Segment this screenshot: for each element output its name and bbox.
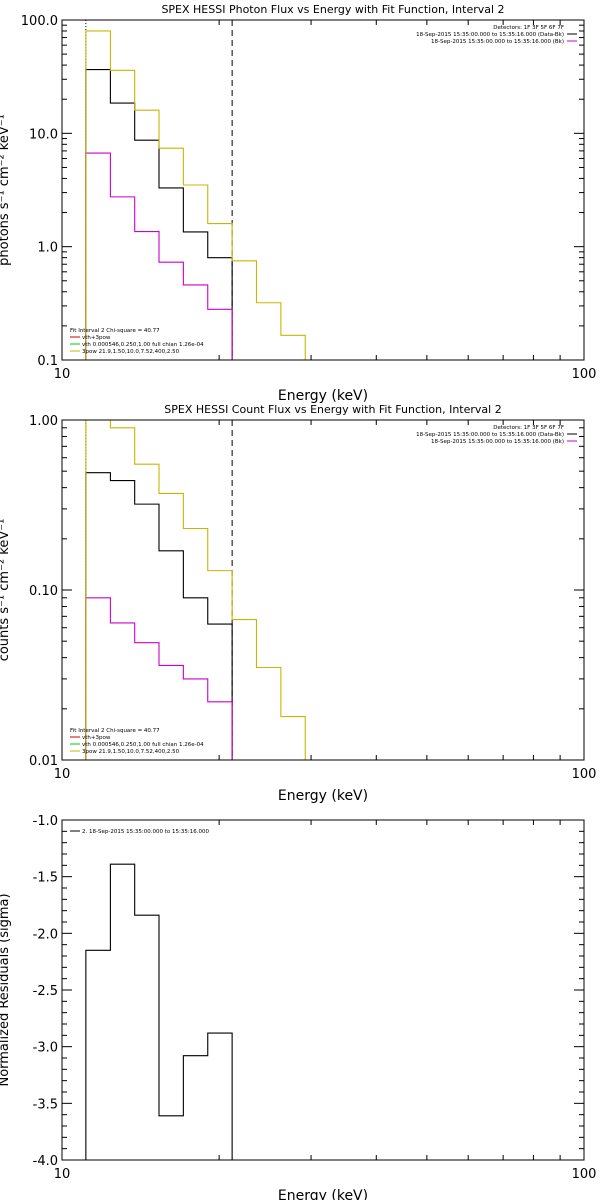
y-tick-label: -1.5 xyxy=(33,871,58,886)
y-tick-label: 10.0 xyxy=(29,127,58,142)
x-tick-label: 10 xyxy=(54,767,71,782)
y-tick-label: 100.0 xyxy=(21,14,58,29)
legend-entry: vth 0.000546,0.250,1.00 full chian 1.26e… xyxy=(82,742,204,748)
y-tick-label: 1.0 xyxy=(37,241,58,256)
x-tick-label: 10 xyxy=(54,1167,71,1182)
chart-title: SPEX HESSI Count Flux vs Energy with Fit… xyxy=(164,403,501,416)
chart-panel-3: 10 100 Energy (keV) -4.0 -3.5 -3.0 -2.5 -2.0 -1.… xyxy=(0,814,596,1200)
x-tick-label: 100 xyxy=(572,767,597,782)
y-tick-label: -1.0 xyxy=(33,814,58,829)
y-axis-label: counts s⁻¹ cm⁻² keV⁻¹ xyxy=(0,519,12,662)
series-line-1 xyxy=(85,69,233,360)
series-line-3 xyxy=(85,30,306,360)
y-axis-label: photons s⁻¹ cm⁻² keV⁻¹ xyxy=(0,114,12,266)
x-tick-label: 100 xyxy=(572,1167,597,1182)
y-tick-label: -2.5 xyxy=(33,984,58,999)
chart-panel-2: SPEX HESSI Count Flux vs Energy with Fit… xyxy=(0,403,596,804)
legend-entry: Detectors: 1F 3F 5F 6F 7F xyxy=(493,25,564,31)
series-line-2 xyxy=(85,597,233,760)
y-tick-label: 0.01 xyxy=(29,754,58,769)
legend-entry: vth+3pow xyxy=(82,335,111,341)
legend-entry: vth+3pow xyxy=(82,735,111,741)
legend-entry: Fit Interval 2 Chi-square = 40.77 xyxy=(70,728,160,734)
legend-entry: 2. 18-Sep-2015 15:35:00.000 to 15:35:16.… xyxy=(82,829,209,835)
x-tick-label: 100 xyxy=(572,367,597,382)
x-tick-label: 10 xyxy=(54,367,71,382)
y-tick-label: -3.5 xyxy=(33,1097,58,1112)
legend-entry: 18-Sep-2015 15:35:00.000 to 15:35:16.000… xyxy=(416,32,564,38)
x-axis-label: Energy (keV) xyxy=(278,388,368,404)
plot-frame xyxy=(61,19,585,361)
x-axis-label: Energy (keV) xyxy=(278,788,368,804)
legend-entry: Detectors: 1F 3F 5F 6F 7F xyxy=(493,425,564,431)
y-tick-label: -2.0 xyxy=(33,927,58,942)
series-line-3 xyxy=(85,420,306,760)
y-tick-label: 1.00 xyxy=(29,414,58,429)
legend-entry: 3pow 21.9,1.50,10.0,7.52,400,2.50 xyxy=(82,349,180,355)
legend-entry: Fit Interval 2 Chi-square = 40.77 xyxy=(70,328,160,334)
series-line-1 xyxy=(85,863,233,1160)
chart-title: SPEX HESSI Photon Flux vs Energy with Fi… xyxy=(161,3,504,16)
series-line-1 xyxy=(85,472,233,760)
y-tick-label: -4.0 xyxy=(33,1154,58,1169)
legend-entry: 18-Sep-2015 15:35:00.000 to 15:35:16.000… xyxy=(431,39,564,45)
y-tick-label: 0.1 xyxy=(37,354,58,369)
plot-frame xyxy=(61,419,585,761)
x-axis-label: Energy (keV) xyxy=(278,1188,368,1200)
y-axis-label: Normalized Residuals (sigma) xyxy=(0,893,12,1086)
series-line-2 xyxy=(85,152,233,360)
legend-entry: vth 0.000546,0.250,1.00 full chian 1.26e… xyxy=(82,342,204,348)
legend-entry: 3pow 21.9,1.50,10.0,7.52,400,2.50 xyxy=(82,749,180,755)
chart-panel-1: SPEX HESSI Photon Flux vs Energy with Fi… xyxy=(0,3,596,404)
plot-frame xyxy=(61,819,585,1161)
legend-entry: 18-Sep-2015 15:35:00.000 to 15:35:16.000… xyxy=(431,439,564,445)
y-tick-label: -3.0 xyxy=(33,1041,58,1056)
legend-entry: 18-Sep-2015 15:35:00.000 to 15:35:16.000… xyxy=(416,432,564,438)
y-tick-label: 0.10 xyxy=(29,584,58,599)
